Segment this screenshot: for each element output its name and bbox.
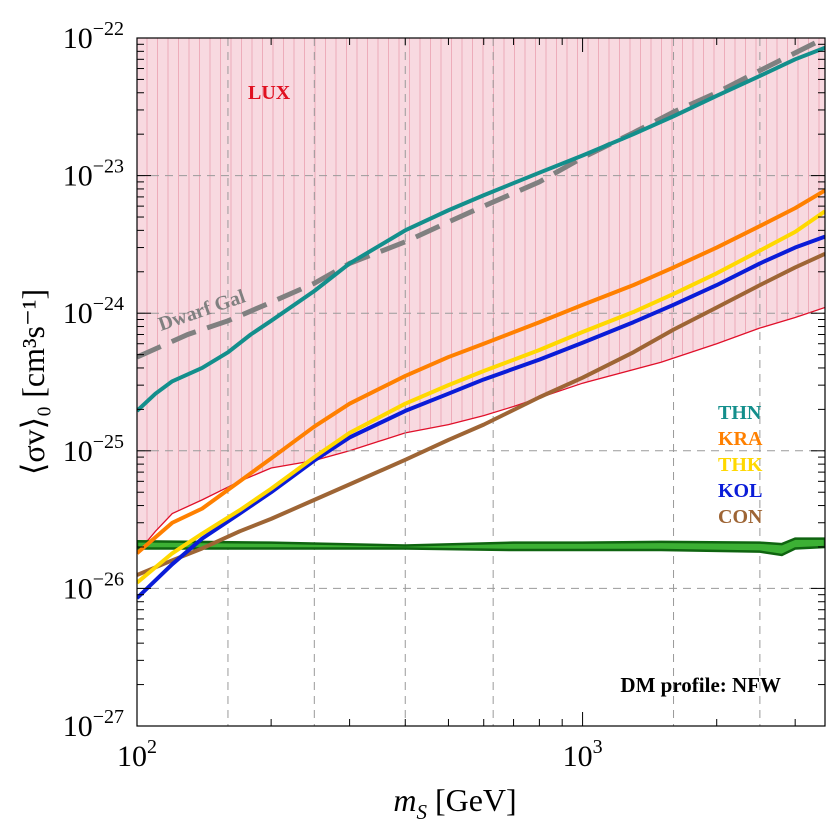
series-lines (137, 45, 825, 600)
y-tick-label: 10−22 (63, 18, 124, 55)
y-axis-title: ⟨σv⟩₀ [cm³s⁻¹] (15, 289, 51, 475)
y-tick-label-exp: −26 (93, 568, 124, 590)
x-tick-label-base: 10 (117, 740, 147, 773)
y-tick-label-exp: −24 (93, 293, 124, 315)
thermal-relic-band (137, 537, 825, 557)
legend-label-con: CON (718, 506, 763, 528)
y-tick-label-base: 10 (63, 22, 93, 55)
x-axis-title-unit: [GeV] (435, 782, 517, 818)
lux-boundary-line (137, 306, 825, 554)
y-tick-label: 10−26 (63, 568, 124, 605)
y-tick-label-exp: −22 (93, 18, 124, 40)
legend-label-kol: KOL (718, 480, 762, 502)
y-tick-label-exp: −23 (93, 156, 124, 178)
series-line-thn (137, 45, 825, 413)
y-tick-label: 10−27 (63, 706, 124, 743)
y-tick-label-base: 10 (63, 572, 93, 605)
series-line-kra (137, 188, 825, 555)
dwarf-gal-limit-line (137, 38, 825, 360)
y-tick-label: 10−23 (63, 156, 124, 193)
legend-label-thk: THK (718, 454, 763, 476)
x-tick-label-base: 10 (563, 740, 593, 773)
x-tick-label: 103 (563, 736, 603, 773)
legend-label-kra: KRA (718, 428, 763, 450)
y-tick-label-base: 10 (63, 435, 93, 468)
x-axis-title-sub: S (416, 800, 427, 822)
axis-ticks (136, 37, 825, 727)
grid (137, 38, 825, 726)
x-tick-label: 102 (117, 736, 157, 773)
series-line-kol (137, 234, 825, 600)
plot-frame (136, 37, 826, 727)
y-tick-label-base: 10 (63, 710, 93, 743)
series-line-con (137, 252, 825, 577)
y-tick-label-base: 10 (63, 297, 93, 330)
legend: THN KRA THK KOL CON (718, 402, 763, 528)
series-line-thk (137, 209, 825, 585)
x-axis-title-main: m (393, 782, 416, 818)
y-tick-label: 10−24 (63, 293, 124, 330)
dm-profile-annotation: DM profile: NFW (620, 673, 781, 697)
lux-excluded-region (137, 38, 825, 554)
y-tick-label-exp: −27 (93, 706, 124, 728)
lux-label: LUX (248, 82, 291, 104)
y-tick-label-exp: −25 (93, 431, 124, 453)
x-axis-title: mS [GeV] (393, 782, 516, 822)
y-tick-label: 10−25 (63, 431, 124, 468)
x-tick-label-exp: 3 (593, 736, 603, 758)
x-tick-labels: 102 103 (117, 736, 603, 773)
x-tick-label-exp: 2 (147, 736, 157, 758)
y-tick-label-base: 10 (63, 160, 93, 193)
legend-label-thn: THN (718, 402, 762, 424)
